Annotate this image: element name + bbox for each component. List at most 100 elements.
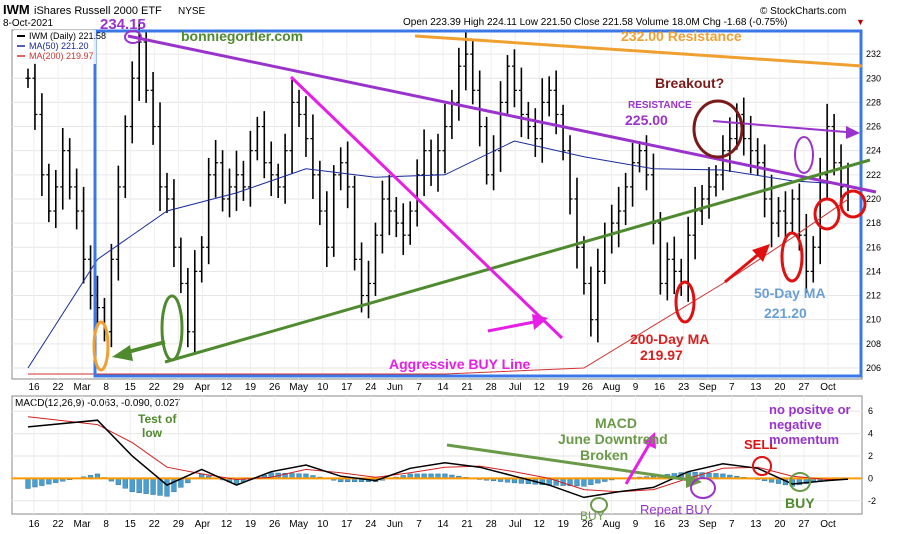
price-bar [282,133,288,204]
price-bar [352,175,358,271]
macd-x-tick-label: 12 [534,519,546,530]
macd-x-tick-label: Jun [387,519,403,530]
green-support-line [164,158,871,364]
price-bar [268,141,274,197]
macd-line [27,419,849,499]
price-bar [143,29,149,103]
price-x-tick-label: Sep [699,382,717,393]
price-bar [511,49,517,108]
price-bar [240,160,246,201]
price-bar [539,78,545,163]
price-bar [32,62,38,130]
macd-x-tick-label: 12 [221,519,233,530]
price-x-tick-label: 19 [245,382,257,393]
macd-histogram-bar [164,478,170,497]
macd-x-tick-label: Mar [74,519,92,530]
resistance-232-label: 232.00 Resistance [621,28,742,44]
red-arrow-icon [752,244,770,262]
price-bar [657,212,663,295]
legend-ma50: MA(50) 221.20 [29,41,89,51]
price-bar [53,169,59,228]
ma50-label: 50-Day MA [754,285,826,301]
price-bar [449,89,455,140]
price-bar [303,96,309,157]
price-bar [678,258,684,297]
price-bar [275,163,281,198]
macd-x-tick-label: 8 [103,519,109,530]
price-bar [74,168,80,230]
resistance-225-line [712,120,847,133]
price-bar [220,150,226,212]
price-bar [324,191,330,268]
price-x-tick-label: 16 [654,382,666,393]
price-x-tick-label: 17 [341,382,353,393]
price-x-tick-label: 22 [52,382,64,393]
source-label: © StockCharts.com [760,6,846,17]
price-bar [838,144,844,206]
price-x-tick-label: Apr [195,382,211,393]
macd-x-tick-label: 10 [317,519,329,530]
buy-label-1: BUY [580,509,605,523]
price-bar [435,133,441,192]
price-bar [595,248,601,343]
macd-panel-border [11,395,863,515]
march-low-orange-marker [92,320,110,372]
price-bar [588,266,594,337]
resistance-small-label: RESISTANCE [628,100,692,111]
repeat-buy-marker [690,477,716,499]
macd-x-tick-label: May [289,519,308,530]
price-bar [171,179,177,268]
resistance-225-label: 225.00 [625,112,668,128]
macd-y-axis: -2 0 2 4 6 [868,406,876,506]
macd-x-tick-label: 23 [678,519,690,530]
price-x-tick-label: Oct [820,382,836,393]
price-bar [762,144,768,218]
price-panel: 2062082102122142162182202222242262282302… [11,19,881,393]
macd-x-tick-label: 22 [52,519,64,530]
macd-y-tick-label: 6 [868,406,873,416]
price-x-tick-label: 19 [558,382,570,393]
price-bar [748,115,754,174]
price-bar [39,93,45,197]
macd-x-tick-label: Oct [820,519,836,530]
macd-x-tick-label: 20 [774,519,786,530]
macd-magenta-arrow-icon [643,432,656,449]
macd-trend-label-1: MACD [595,415,637,431]
price-y-tick-label: 206 [866,363,881,373]
momentum-label-3: momentum [769,432,839,447]
price-x-tick-label: 28 [486,382,498,393]
price-bar [491,135,497,191]
ma50-line [27,140,849,369]
aggressive-buy-line [289,75,564,340]
price-x-tick-label: 9 [633,382,639,393]
ma200-test-marker-3 [813,197,841,231]
price-bar [560,104,566,161]
price-x-tick-label: 23 [678,382,690,393]
price-bar [289,79,295,174]
macd-trend-label-2: June Downtrend [558,431,668,447]
macd-x-tick-label: 7 [416,519,422,530]
macd-x-tick-label: 9 [633,519,639,530]
price-bar [338,147,344,191]
price-bar [261,111,267,179]
macd-panel: MACD(12,26,9) -0.063, -0.090, 0.027 -2 0 2… [11,395,876,530]
macd-x-tick-label: 19 [245,519,257,530]
ma200-label: 200-Day MA [630,331,709,347]
macd-x-tick-label: Apr [195,519,211,530]
price-bar [247,130,253,207]
analysis-frame [93,29,863,378]
price-x-tick-label: 26 [269,382,281,393]
macd-x-axis: 16 22 Mar 8 15 22 29 Apr 12 19 26 May 10 17 24 Jun 7 14 21… [28,519,836,530]
macd-downtrend-line [446,443,691,482]
author-label: bonniegortler.com [181,28,303,44]
price-y-tick-label: 232 [866,49,881,59]
quote-line: Open 223.39 High 224.11 Low 221.50 Close… [403,17,788,28]
price-bar [157,102,163,212]
price-bar [428,139,434,186]
purple-wedge-line [127,34,877,194]
price-y-tick-label: 218 [866,218,881,228]
price-bar [623,172,629,226]
price-bar [546,76,552,117]
price-bar [25,68,31,88]
price-x-tick-label: 15 [125,382,137,393]
